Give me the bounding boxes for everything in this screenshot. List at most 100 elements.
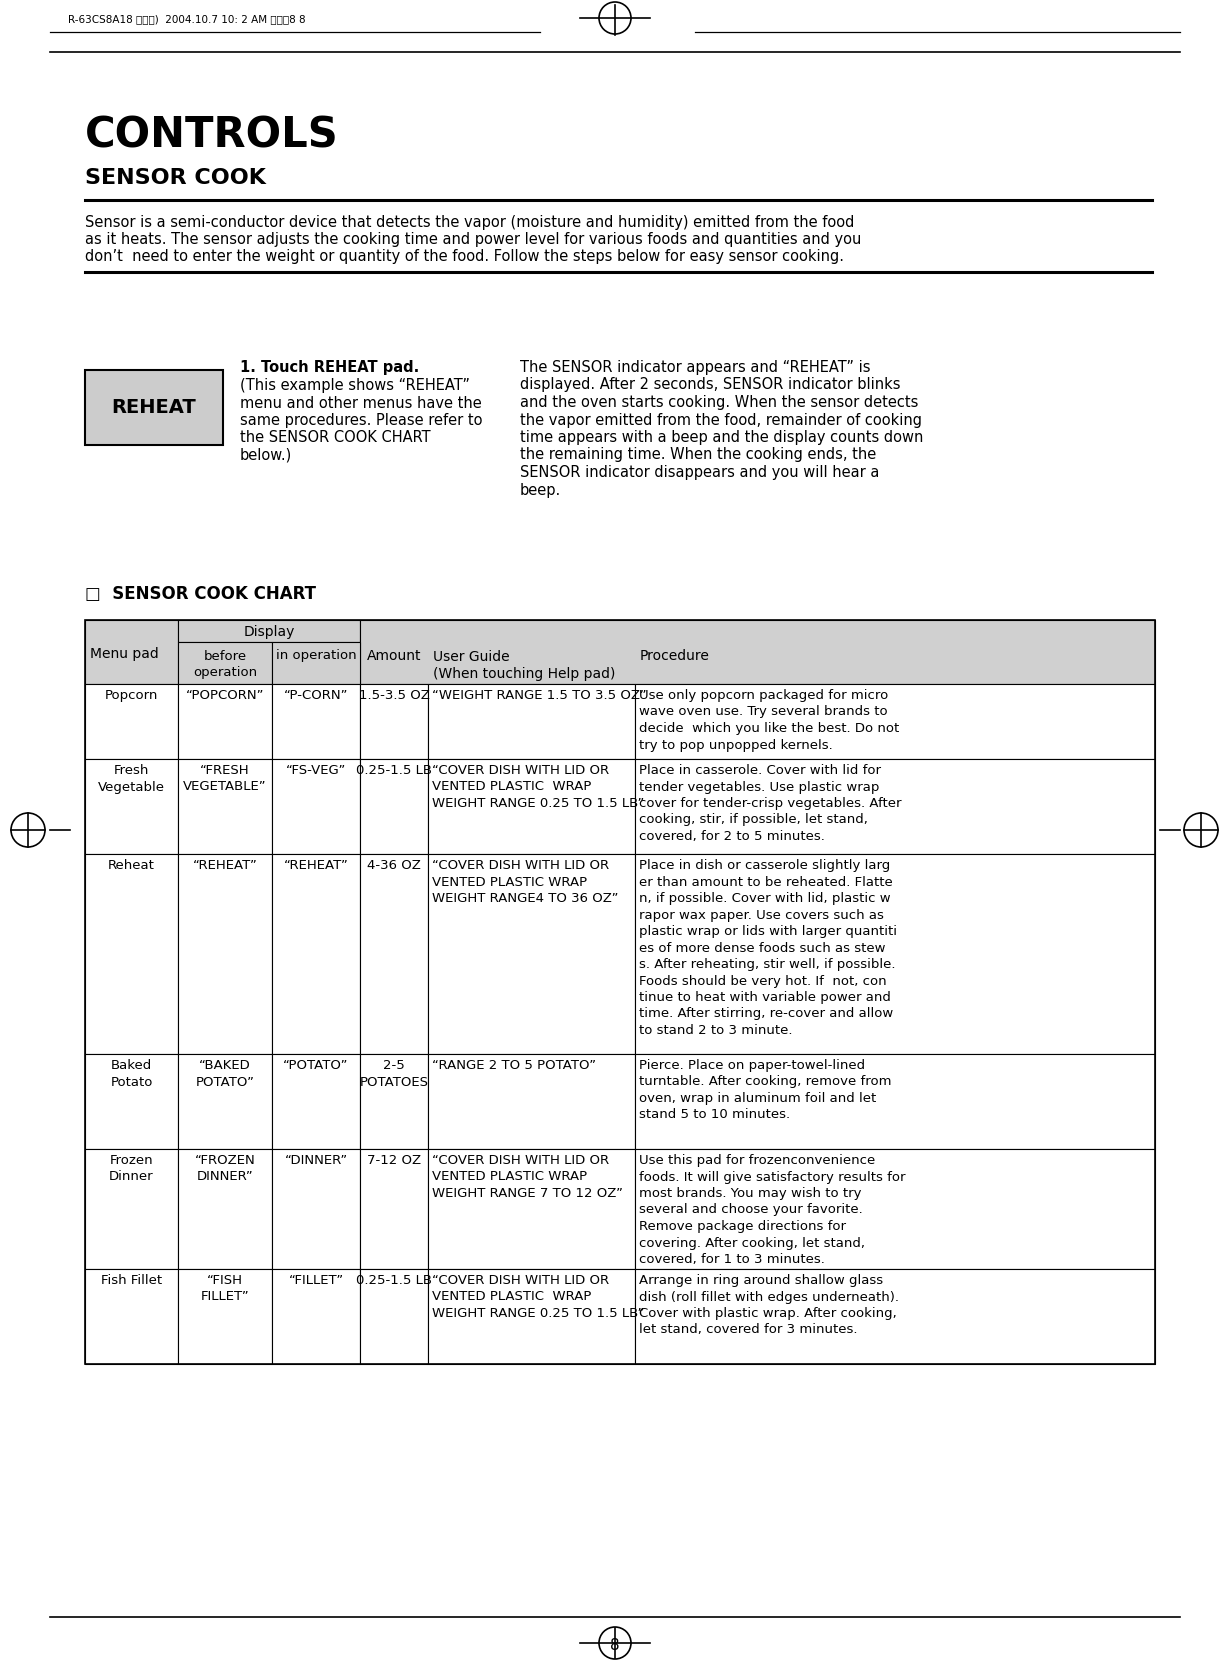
Text: 7-12 OZ: 7-12 OZ bbox=[367, 1154, 422, 1167]
Text: time appears with a beep and the display counts down: time appears with a beep and the display… bbox=[520, 430, 923, 445]
Bar bbox=[360, 1268, 428, 1365]
Text: “REHEAT”: “REHEAT” bbox=[193, 858, 257, 872]
Bar bbox=[178, 1149, 272, 1268]
Bar bbox=[635, 1054, 1155, 1149]
Text: Place in casserole. Cover with lid for
tender vegetables. Use plastic wrap
cover: Place in casserole. Cover with lid for t… bbox=[639, 764, 902, 843]
Text: Fish Fillet: Fish Fillet bbox=[101, 1273, 162, 1286]
Text: “COVER DISH WITH LID OR
VENTED PLASTIC WRAP
WEIGHT RANGE 7 TO 12 OZ”: “COVER DISH WITH LID OR VENTED PLASTIC W… bbox=[433, 1154, 623, 1200]
Text: 1.5-3.5 OZ: 1.5-3.5 OZ bbox=[359, 689, 429, 702]
Bar bbox=[85, 853, 178, 1054]
Bar bbox=[85, 370, 222, 445]
Text: Amount: Amount bbox=[366, 649, 422, 662]
Text: SENSOR COOK: SENSOR COOK bbox=[85, 168, 265, 188]
Text: before
operation: before operation bbox=[193, 651, 257, 679]
Text: “FRESH
VEGETABLE”: “FRESH VEGETABLE” bbox=[183, 764, 267, 793]
Bar bbox=[272, 853, 360, 1054]
Bar bbox=[178, 1054, 272, 1149]
Bar bbox=[360, 1149, 428, 1268]
Bar bbox=[360, 853, 428, 1054]
Text: Menu pad: Menu pad bbox=[90, 647, 159, 661]
Text: the SENSOR COOK CHART: the SENSOR COOK CHART bbox=[240, 430, 430, 445]
Text: “FISH
FILLET”: “FISH FILLET” bbox=[200, 1273, 249, 1303]
Text: “POPCORN”: “POPCORN” bbox=[186, 689, 264, 702]
Bar bbox=[85, 619, 1155, 1365]
Text: Popcorn: Popcorn bbox=[104, 689, 159, 702]
Text: “REHEAT”: “REHEAT” bbox=[284, 858, 349, 872]
Bar bbox=[428, 1054, 635, 1149]
Text: □  SENSOR COOK CHART: □ SENSOR COOK CHART bbox=[85, 584, 316, 603]
Bar bbox=[178, 684, 272, 759]
Text: “DINNER”: “DINNER” bbox=[284, 1154, 348, 1167]
Text: CONTROLS: CONTROLS bbox=[85, 115, 339, 158]
Text: Arrange in ring around shallow glass
dish (roll fillet with edges underneath).
C: Arrange in ring around shallow glass dis… bbox=[639, 1273, 898, 1336]
Text: same procedures. Please refer to: same procedures. Please refer to bbox=[240, 413, 483, 428]
Text: 0.25-1.5 LB: 0.25-1.5 LB bbox=[356, 1273, 433, 1286]
Bar bbox=[360, 1054, 428, 1149]
Bar bbox=[85, 619, 178, 684]
Text: “COVER DISH WITH LID OR
VENTED PLASTIC  WRAP
WEIGHT RANGE 0.25 TO 1.5 LB”: “COVER DISH WITH LID OR VENTED PLASTIC W… bbox=[433, 764, 644, 810]
Bar bbox=[85, 684, 178, 759]
Bar bbox=[428, 853, 635, 1054]
Text: below.): below.) bbox=[240, 448, 293, 463]
Text: Frozen
Dinner: Frozen Dinner bbox=[109, 1154, 154, 1184]
Text: “FROZEN
DINNER”: “FROZEN DINNER” bbox=[194, 1154, 256, 1184]
Text: 1. Touch REHEAT pad.: 1. Touch REHEAT pad. bbox=[240, 360, 419, 375]
Text: “BAKED
POTATO”: “BAKED POTATO” bbox=[195, 1059, 254, 1089]
Text: “FS-VEG”: “FS-VEG” bbox=[286, 764, 347, 777]
Text: Fresh
Vegetable: Fresh Vegetable bbox=[98, 764, 165, 793]
Text: in operation: in operation bbox=[275, 649, 356, 662]
Text: Sensor is a semi-conductor device that detects the vapor (moisture and humidity): Sensor is a semi-conductor device that d… bbox=[85, 216, 854, 231]
Text: Procedure: Procedure bbox=[640, 649, 710, 662]
Text: R-63CS8A18 영기번)  2004.10.7 10: 2 AM 페이지8 8: R-63CS8A18 영기번) 2004.10.7 10: 2 AM 페이지8 … bbox=[68, 13, 306, 23]
Bar bbox=[85, 1149, 178, 1268]
Bar bbox=[635, 853, 1155, 1054]
Text: Display: Display bbox=[243, 626, 295, 639]
Bar bbox=[360, 619, 1155, 684]
Text: “COVER DISH WITH LID OR
VENTED PLASTIC WRAP
WEIGHT RANGE4 TO 36 OZ”: “COVER DISH WITH LID OR VENTED PLASTIC W… bbox=[433, 858, 618, 905]
Bar bbox=[428, 1149, 635, 1268]
Bar bbox=[272, 759, 360, 853]
Bar bbox=[178, 619, 360, 642]
Bar bbox=[428, 1268, 635, 1365]
Text: Use this pad for frozenconvenience
foods. It will give satisfactory results for
: Use this pad for frozenconvenience foods… bbox=[639, 1154, 906, 1267]
Text: (This example shows “REHEAT”: (This example shows “REHEAT” bbox=[240, 378, 469, 393]
Bar bbox=[360, 759, 428, 853]
Text: “FILLET”: “FILLET” bbox=[289, 1273, 344, 1286]
Text: “WEIGHT RANGE 1.5 TO 3.5 OZ”: “WEIGHT RANGE 1.5 TO 3.5 OZ” bbox=[433, 689, 646, 702]
Text: Use only popcorn packaged for micro
wave oven use. Try several brands to
decide : Use only popcorn packaged for micro wave… bbox=[639, 689, 900, 752]
Bar bbox=[272, 1054, 360, 1149]
Bar bbox=[178, 853, 272, 1054]
Bar bbox=[272, 1149, 360, 1268]
Bar bbox=[635, 1149, 1155, 1268]
Text: 2-5
POTATOES: 2-5 POTATOES bbox=[360, 1059, 429, 1089]
Text: 0.25-1.5 LB: 0.25-1.5 LB bbox=[356, 764, 433, 777]
Text: “POTATO”: “POTATO” bbox=[283, 1059, 349, 1072]
Bar bbox=[635, 759, 1155, 853]
Text: “COVER DISH WITH LID OR
VENTED PLASTIC  WRAP
WEIGHT RANGE 0.25 TO 1.5 LB”: “COVER DISH WITH LID OR VENTED PLASTIC W… bbox=[433, 1273, 644, 1320]
Bar bbox=[85, 1054, 178, 1149]
Text: REHEAT: REHEAT bbox=[112, 398, 197, 417]
Text: “P-CORN”: “P-CORN” bbox=[284, 689, 348, 702]
Text: beep.: beep. bbox=[520, 483, 562, 498]
Text: the vapor emitted from the food, remainder of cooking: the vapor emitted from the food, remaind… bbox=[520, 412, 922, 428]
Bar bbox=[85, 759, 178, 853]
Text: SENSOR indicator disappears and you will hear a: SENSOR indicator disappears and you will… bbox=[520, 465, 880, 480]
Bar bbox=[178, 759, 272, 853]
Bar bbox=[428, 759, 635, 853]
Text: Pierce. Place on paper-towel-lined
turntable. After cooking, remove from
oven, w: Pierce. Place on paper-towel-lined turnt… bbox=[639, 1059, 891, 1122]
Text: and the oven starts cooking. When the sensor detects: and the oven starts cooking. When the se… bbox=[520, 395, 918, 410]
Bar bbox=[635, 1268, 1155, 1365]
Text: the remaining time. When the cooking ends, the: the remaining time. When the cooking end… bbox=[520, 448, 876, 463]
Text: don’t  need to enter the weight or quantity of the food. Follow the steps below : don’t need to enter the weight or quanti… bbox=[85, 249, 844, 264]
Bar bbox=[178, 1268, 272, 1365]
Bar bbox=[272, 642, 360, 684]
Text: menu and other menus have the: menu and other menus have the bbox=[240, 395, 482, 410]
Text: 8: 8 bbox=[610, 1638, 619, 1653]
Text: Baked
Potato: Baked Potato bbox=[111, 1059, 152, 1089]
Bar bbox=[428, 684, 635, 759]
Text: 4-36 OZ: 4-36 OZ bbox=[367, 858, 422, 872]
Text: Reheat: Reheat bbox=[108, 858, 155, 872]
Text: The SENSOR indicator appears and “REHEAT” is: The SENSOR indicator appears and “REHEAT… bbox=[520, 360, 870, 375]
Text: User Guide
(When touching Help pad): User Guide (When touching Help pad) bbox=[433, 651, 616, 681]
Bar bbox=[272, 684, 360, 759]
